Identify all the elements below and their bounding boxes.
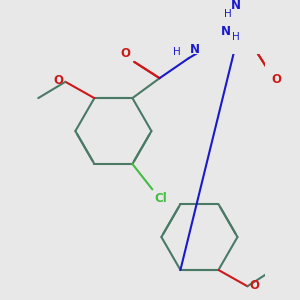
Text: O: O (121, 47, 130, 60)
Text: N: N (190, 43, 200, 56)
Text: H: H (224, 9, 232, 19)
Text: N: N (221, 25, 231, 38)
Text: O: O (271, 73, 281, 86)
Text: O: O (54, 74, 64, 87)
Text: Cl: Cl (154, 192, 167, 205)
Text: N: N (231, 0, 241, 12)
Text: O: O (249, 279, 259, 292)
Text: H: H (232, 32, 240, 42)
Text: H: H (173, 47, 180, 57)
